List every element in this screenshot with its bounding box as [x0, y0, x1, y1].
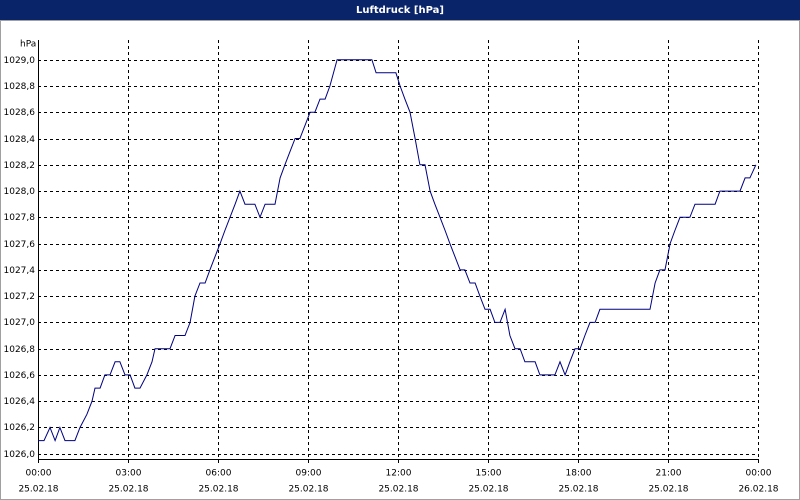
y-unit: hPa: [20, 40, 36, 50]
y-tick-label: 1026,4: [4, 397, 36, 407]
x-tick-label: 00:00: [26, 469, 52, 479]
x-tick-date: 25.02.18: [558, 485, 598, 495]
x-tick-label: 21:00: [656, 469, 682, 479]
x-tick-date: 25.02.18: [198, 485, 238, 495]
y-tick-label: 1027,0: [4, 318, 36, 328]
x-tick-label: 06:00: [206, 469, 232, 479]
x-tick-date: 25.02.18: [288, 485, 328, 495]
x-tick-date: 25.02.18: [108, 485, 148, 495]
x-tick-label: 18:00: [566, 469, 592, 479]
y-tick-label: 1027,8: [4, 213, 36, 223]
data-line: [38, 59, 757, 443]
x-tick-date: 25.02.18: [378, 485, 418, 495]
y-tick-label: 1026,8: [4, 345, 36, 355]
y-tick-label: 1028,8: [4, 82, 36, 92]
y-tick-label: 1027,4: [4, 266, 36, 276]
y-tick-label: 1028,0: [4, 187, 36, 197]
chart-title: Luftdruck [hPa]: [356, 5, 444, 16]
x-tick-label: 15:00: [476, 469, 502, 479]
x-tick-label: 00:00: [746, 469, 772, 479]
y-tick-label: 1028,4: [4, 135, 36, 145]
y-tick-label: 1027,6: [4, 240, 36, 250]
x-tick-label: 09:00: [296, 469, 322, 479]
x-tick-date: 25.02.18: [648, 485, 688, 495]
x-tick-label: 03:00: [116, 469, 142, 479]
y-tick-label: 1028,2: [4, 161, 36, 171]
title-bar: [0, 0, 800, 20]
x-tick-label: 12:00: [386, 469, 412, 479]
y-tick-label: 1029,0: [4, 56, 36, 66]
x-tick-date: 25.02.18: [468, 485, 508, 495]
x-tick-date: 25.02.18: [18, 485, 58, 495]
y-tick-label: 1026,6: [4, 371, 36, 381]
y-tick-label: 1026,0: [4, 450, 36, 460]
y-tick-label: 1027,2: [4, 292, 36, 302]
y-tick-label: 1026,2: [4, 423, 36, 433]
x-tick-date: 26.02.18: [738, 485, 778, 495]
y-tick-label: 1028,6: [4, 108, 36, 118]
